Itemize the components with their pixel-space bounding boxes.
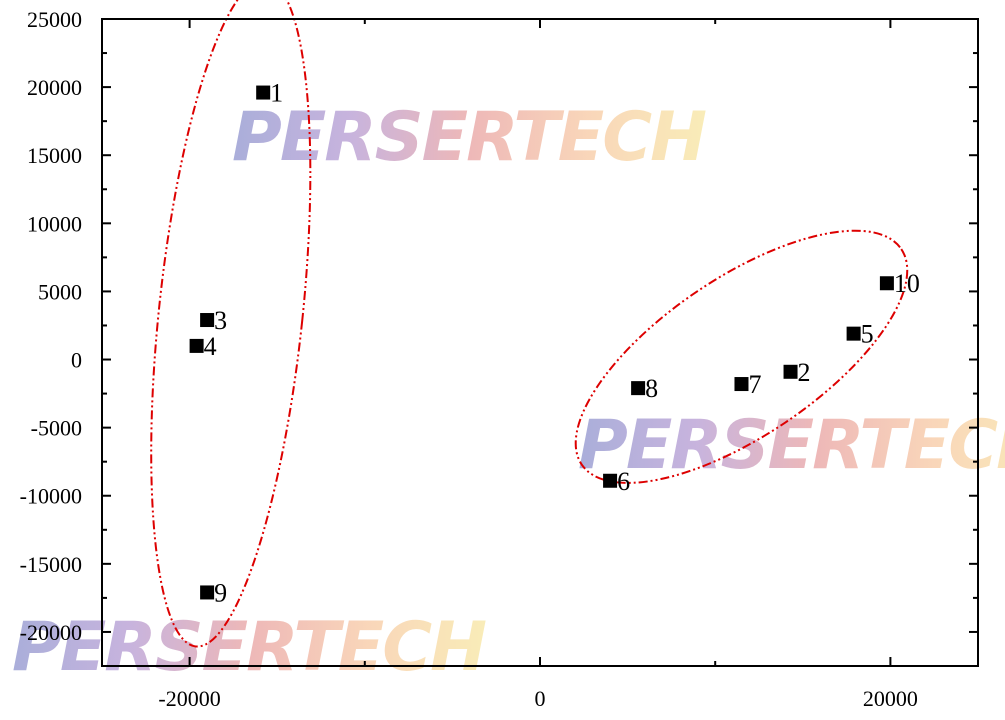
data-point-marker — [846, 326, 861, 341]
x-tick-label: 0 — [535, 686, 546, 711]
data-point-marker — [200, 585, 215, 600]
x-tick-label: 20000 — [863, 686, 918, 711]
data-point-marker — [783, 364, 798, 379]
y-tick-label: 5000 — [38, 279, 82, 304]
data-point-label: 7 — [748, 370, 761, 399]
data-point-label: 2 — [798, 358, 811, 387]
watermark-logo: PERSERTECH — [232, 98, 706, 177]
cluster-ellipses — [150, 0, 909, 648]
data-point-marker — [879, 276, 894, 291]
axes: -20000 0 20000 -20000 -15000 -10000 -5000 0 5000… — [20, 7, 978, 711]
data-point-label: 5 — [861, 320, 874, 349]
data-point-label: 4 — [204, 332, 217, 361]
y-tick-label: 10000 — [27, 211, 82, 236]
y-tick-label: -5000 — [31, 416, 82, 441]
watermark-logo: PERSERTECH — [12, 608, 486, 687]
data-point-label: 6 — [617, 467, 630, 496]
data-point-label: 1 — [270, 79, 283, 108]
y-tick-label: 20000 — [27, 75, 82, 100]
data-point-label: 10 — [894, 269, 920, 298]
data-point-label: 3 — [214, 306, 227, 335]
data-point-label: 8 — [645, 374, 658, 403]
y-tick-label: 0 — [71, 348, 82, 373]
data-point-marker — [200, 313, 215, 328]
x-tick-label: -20000 — [158, 686, 220, 711]
data-point-label: 9 — [214, 578, 227, 607]
data-point-marker — [734, 377, 749, 392]
y-tick-label: -20000 — [20, 620, 82, 645]
cluster-ellipse — [150, 0, 312, 648]
data-point-marker — [256, 85, 271, 100]
data-point-marker — [189, 338, 204, 353]
data-point-marker — [631, 381, 646, 396]
data-point-marker — [603, 473, 618, 488]
cluster-ellipse — [574, 229, 909, 484]
y-tick-label: -10000 — [20, 484, 82, 509]
y-tick-label: -15000 — [20, 552, 82, 577]
y-tick-label: 25000 — [27, 7, 82, 32]
y-tick-label: 15000 — [27, 143, 82, 168]
data-points: 1 2 34 5 6 7 8 9 10 — [189, 79, 920, 607]
